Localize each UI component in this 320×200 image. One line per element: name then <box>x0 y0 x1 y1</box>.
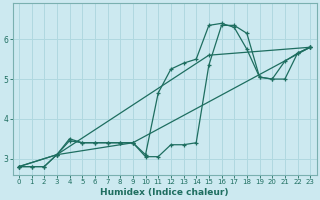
X-axis label: Humidex (Indice chaleur): Humidex (Indice chaleur) <box>100 188 229 197</box>
